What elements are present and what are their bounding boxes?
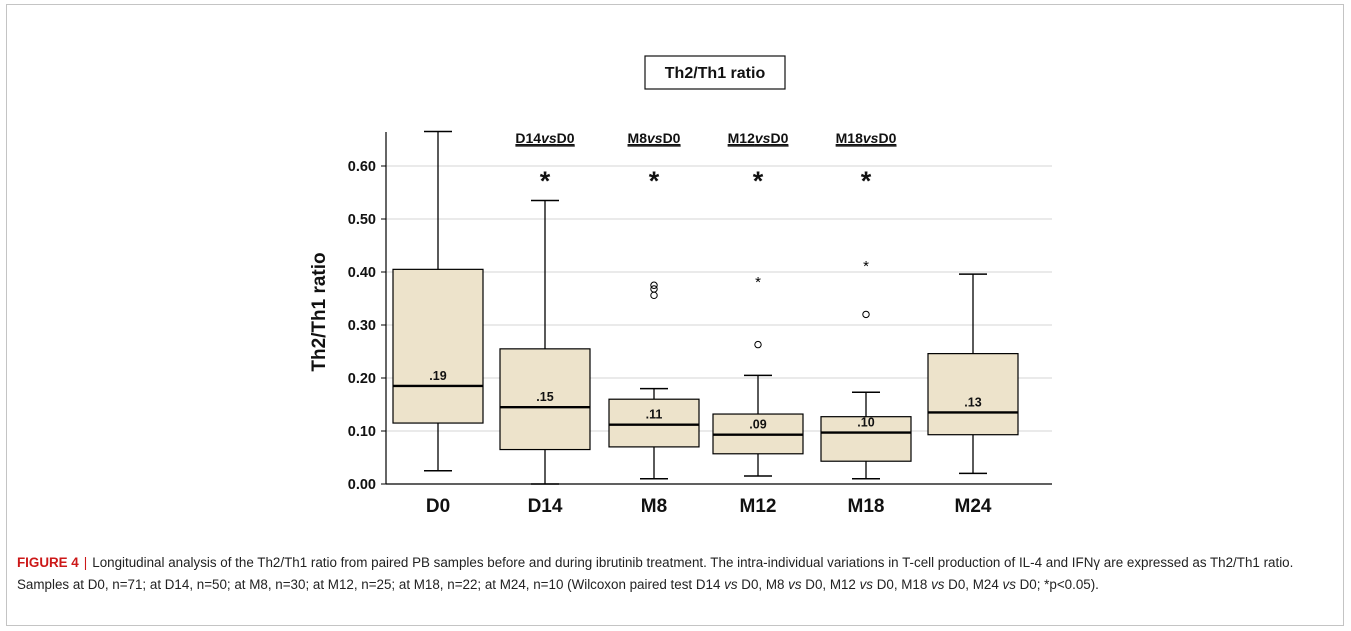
x-tick-label: D0 (426, 496, 450, 517)
significance-marker: * (649, 166, 660, 196)
caption-text: Longitudinal analysis of the Th2/Th1 rat… (17, 555, 1294, 592)
significance-annotations: D14vsD0 * M8vsD0 * M12vsD0 * M18vsD0 * (515, 130, 897, 196)
extreme-point: * (863, 258, 869, 275)
chart-title-group: Th2/Th1 ratio (644, 55, 786, 90)
box-d0: .19 (392, 130, 484, 472)
caption-vs: vs (931, 577, 945, 592)
outlier-point (650, 285, 658, 293)
box-iqr (820, 416, 912, 462)
median-label: .10 (857, 416, 874, 430)
comparison-label: M12vsD0 (728, 130, 789, 146)
caption-text: D0, M24 (944, 577, 1003, 592)
outlier-point (650, 291, 658, 300)
box-m12: .09 * (712, 274, 804, 477)
chart-title-box (644, 55, 786, 90)
box-iqr (499, 348, 591, 451)
outlier-point (862, 310, 870, 319)
y-axis-label: Th2/Th1 ratio (309, 252, 330, 371)
outlier-point (754, 340, 762, 349)
significance-marker: * (753, 166, 764, 196)
box-d14: .15 (499, 199, 591, 485)
y-tick-label: 0.30 (348, 318, 376, 334)
box-m18: .10 * (820, 258, 912, 480)
caption-vs: vs (859, 577, 873, 592)
x-tick-label: M8 (641, 496, 667, 517)
comparison-m8: M8vsD0 * (627, 130, 681, 196)
extreme-point: * (755, 274, 761, 291)
comparison-label: D14vsD0 (515, 130, 574, 146)
median-label: .15 (536, 390, 553, 404)
y-tick-label: 0.40 (348, 265, 376, 281)
median-label: .13 (964, 395, 981, 409)
significance-marker: * (540, 166, 551, 196)
box-iqr (608, 398, 700, 448)
caption-label: FIGURE 4 (17, 555, 79, 570)
caption-text: D0, M18 (873, 577, 932, 592)
caption-text: D0, M12 (801, 577, 860, 592)
outlier-point (650, 281, 658, 289)
x-tick-label: M12 (740, 496, 777, 517)
box-m8: .11 (608, 281, 700, 480)
boxes: .19 .15 .11 .09 * .10 * .13 (392, 130, 1019, 485)
comparison-label: M18vsD0 (836, 130, 897, 146)
figure-caption: FIGURE 4 | Longitudinal analysis of the Th… (17, 552, 1335, 596)
caption-vs: vs (724, 577, 738, 592)
box-iqr (392, 268, 484, 424)
y-tick-label: 0.50 (348, 212, 376, 228)
figure-frame (6, 4, 1344, 626)
x-tick-label: D14 (528, 496, 563, 517)
median-label: .09 (749, 418, 766, 432)
caption-text: D0; *p<0.05). (1015, 577, 1099, 592)
comparison-m12: M12vsD0 * (727, 130, 789, 196)
y-tick-label: 0.60 (348, 159, 376, 175)
y-tick-label: 0.10 (348, 424, 376, 440)
box-iqr (927, 353, 1019, 436)
y-tick-label: 0.20 (348, 371, 376, 387)
significance-marker: * (861, 166, 872, 196)
chart-title: Th2/Th1 ratio (665, 65, 766, 82)
comparison-m18: M18vsD0 * (835, 130, 897, 196)
comparison-label: M8vsD0 (628, 130, 681, 146)
median-label: .19 (429, 369, 446, 383)
x-tick-label: M24 (955, 496, 992, 517)
caption-text: D0, M8 (737, 577, 789, 592)
box-plot-chart: Th2/Th1 ratio 0.000.100.200.300.400.500.… (309, 55, 1052, 517)
comparison-d14: D14vsD0 * (515, 130, 575, 196)
axes: 0.00 0.10 0.20 0.30 0.40 0.50 0.60 D0 D14 M8 M12 M1… (348, 132, 1052, 517)
box-m24: .13 (927, 273, 1019, 475)
caption-separator: | (83, 555, 88, 570)
median-label: .11 (646, 408, 663, 422)
caption-vs: vs (788, 577, 802, 592)
x-tick-label: M18 (848, 496, 885, 517)
y-tick-label: 0.00 (348, 477, 376, 493)
caption-vs: vs (1002, 577, 1016, 592)
